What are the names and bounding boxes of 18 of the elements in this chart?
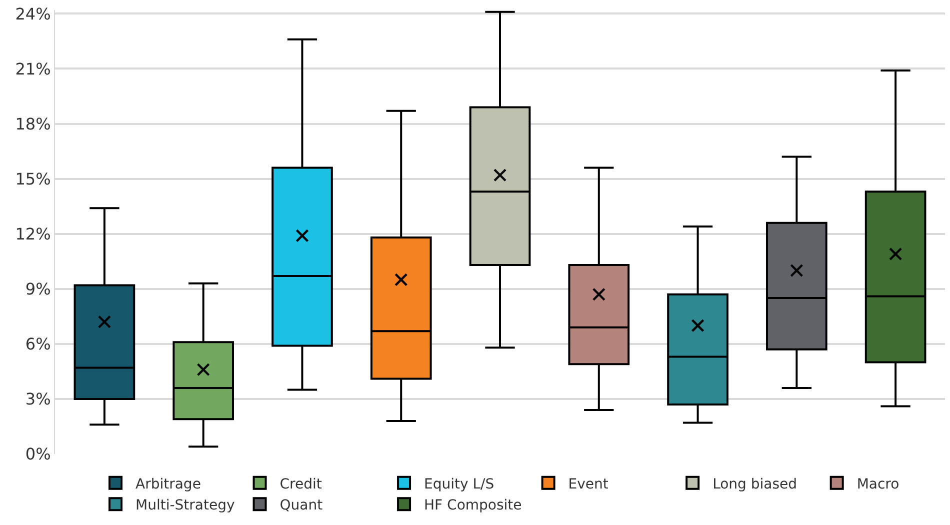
y-tick-label: 21% bbox=[15, 59, 51, 78]
legend-label: Quant bbox=[280, 498, 324, 514]
y-tick-label: 9% bbox=[25, 279, 51, 298]
legend-label: Event bbox=[568, 476, 609, 492]
legend-label: Long biased bbox=[712, 476, 798, 492]
y-tick-label: 15% bbox=[15, 169, 51, 188]
legend-label: Macro bbox=[856, 476, 900, 492]
y-tick-label: 6% bbox=[25, 334, 51, 354]
legend-label: Multi-Strategy bbox=[136, 498, 235, 514]
y-tick-label: 0% bbox=[25, 444, 51, 464]
legend-label: Equity L/S bbox=[424, 476, 494, 492]
y-tick-label: 3% bbox=[25, 390, 51, 409]
y-tick-label: 18% bbox=[15, 114, 51, 134]
y-tick-label: 24% bbox=[15, 4, 51, 24]
legend-label: HF Composite bbox=[424, 498, 522, 514]
y-tick-label: 12% bbox=[15, 224, 51, 244]
legend-label: Credit bbox=[280, 476, 322, 492]
legend-label: Arbitrage bbox=[136, 476, 201, 492]
